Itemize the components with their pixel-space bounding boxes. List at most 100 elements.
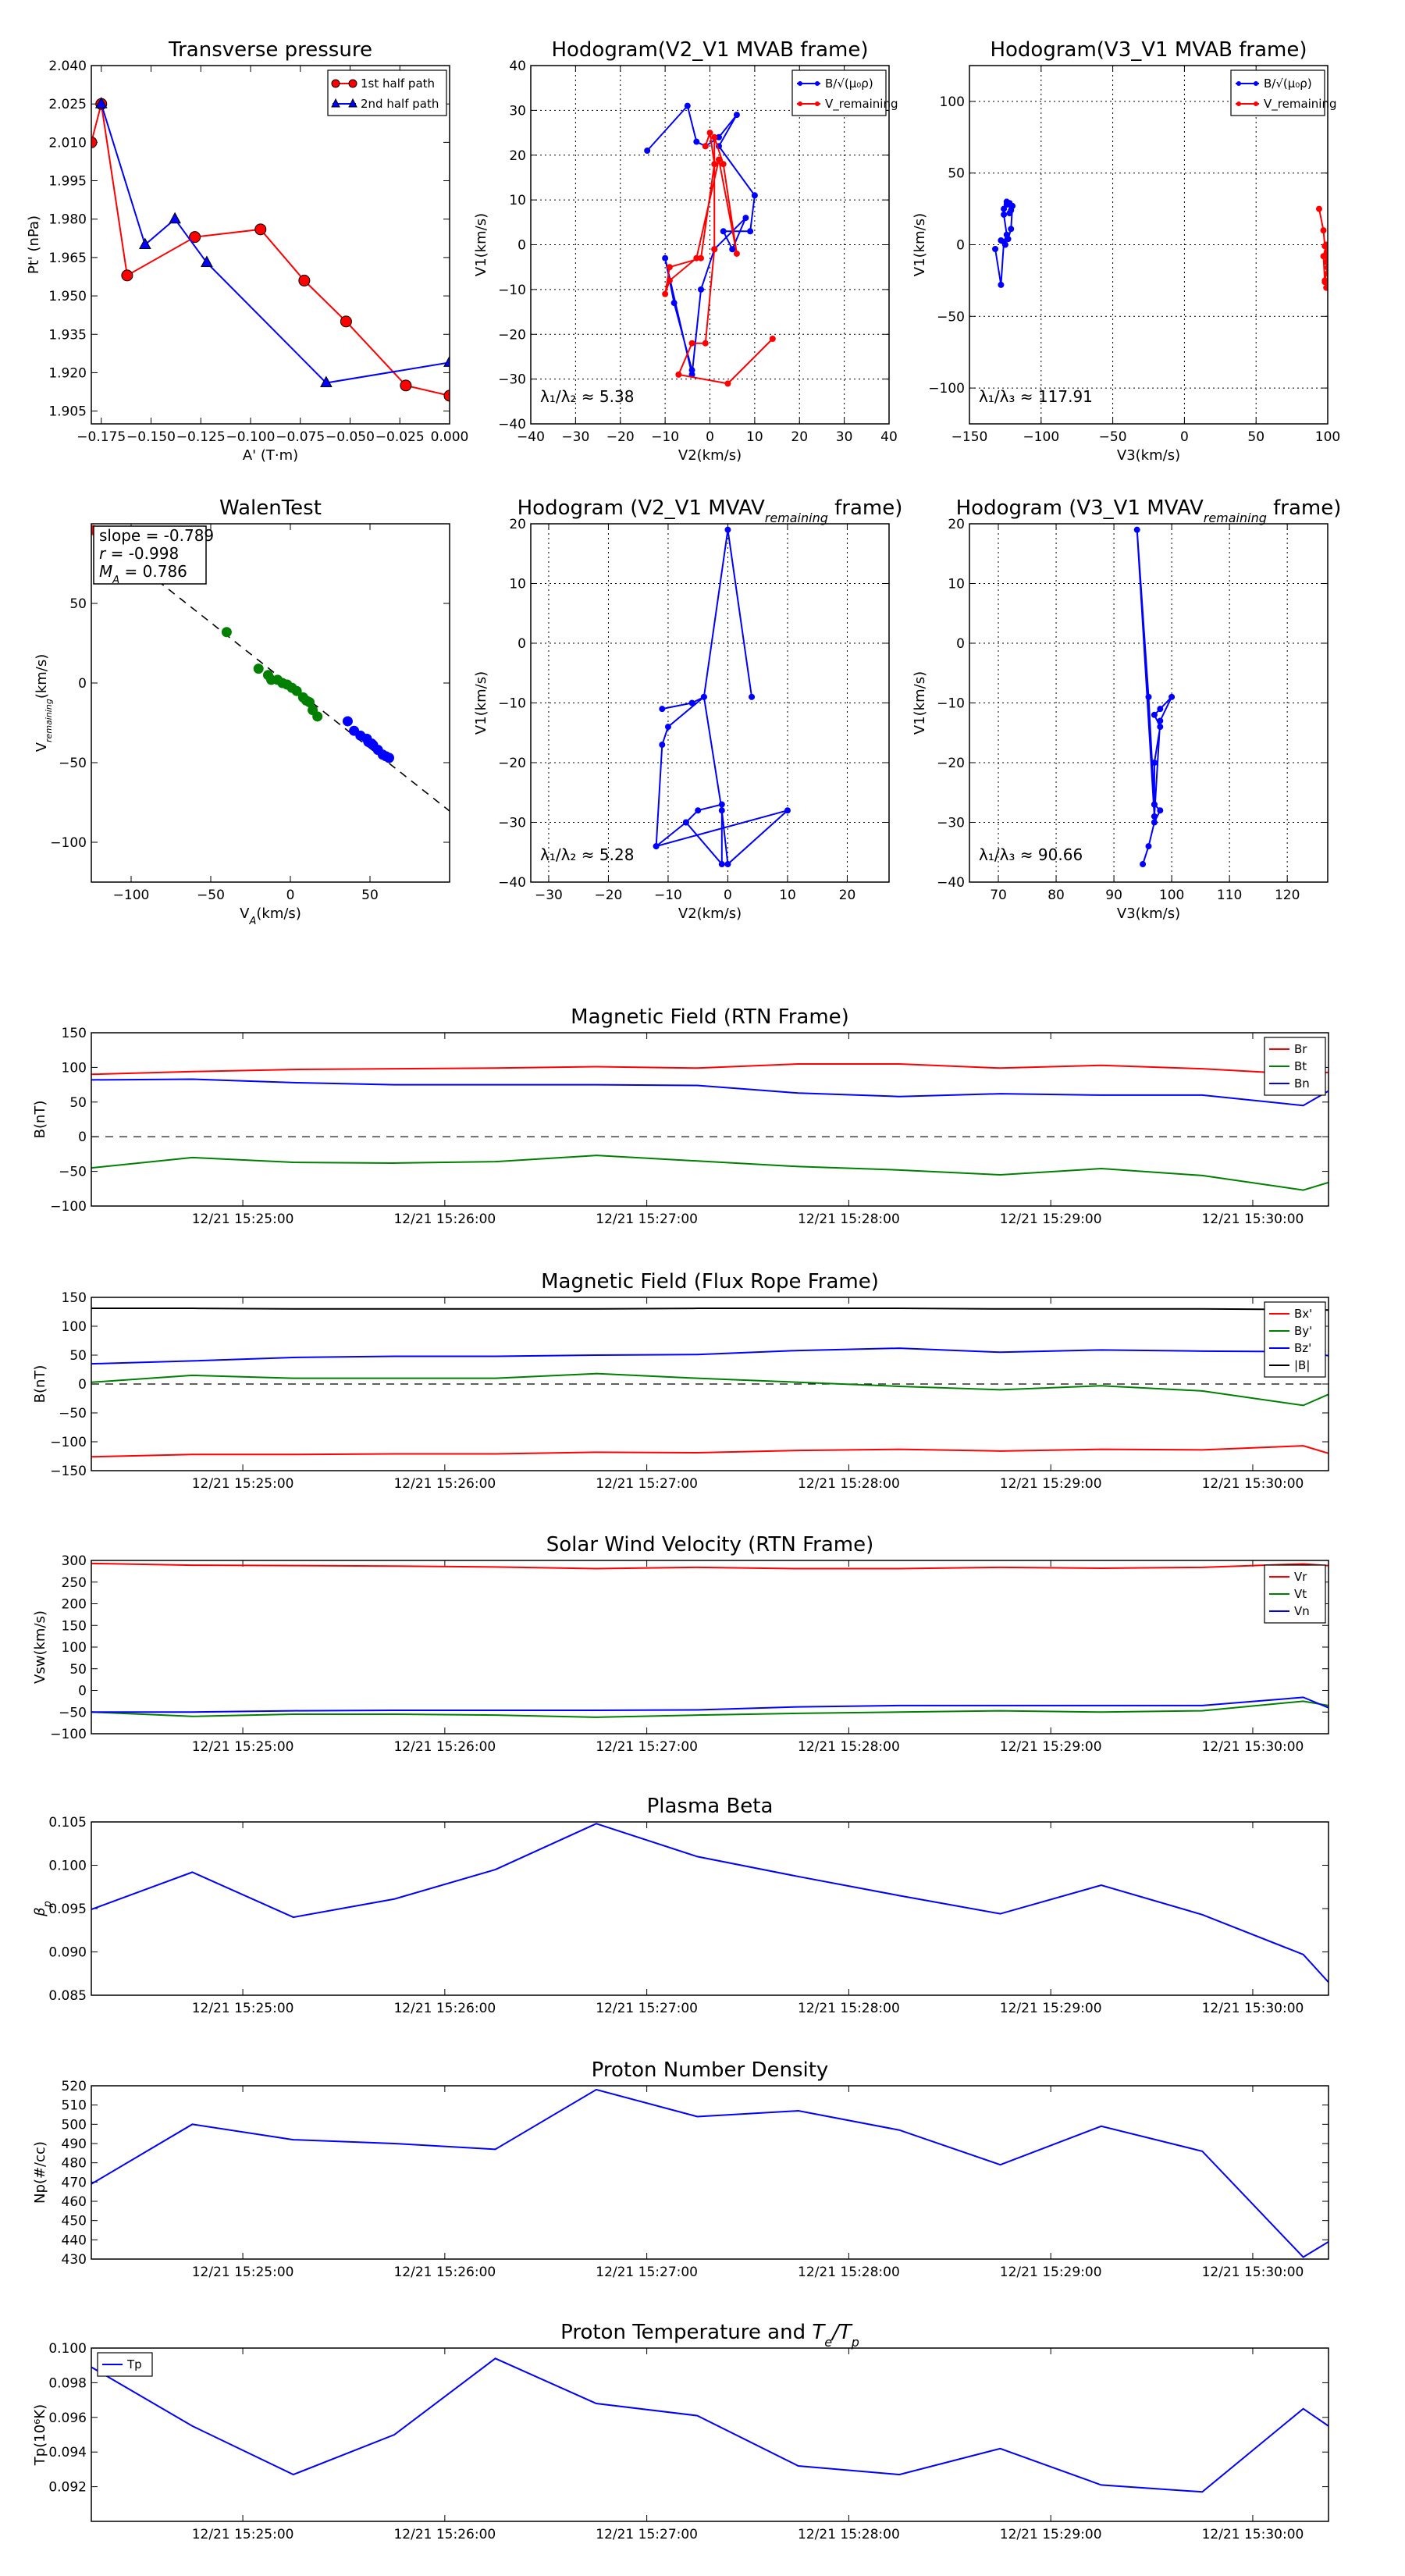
legend-box (1230, 69, 1325, 116)
y-tick-label: 150 (62, 1026, 87, 1041)
ratio-annotation: λ₁/λ₃ ≈ 90.66 (979, 845, 1083, 864)
y-tick-label: 0.098 (48, 2375, 87, 2391)
y-tick-label: −20 (498, 327, 526, 343)
data-point (1168, 693, 1176, 700)
legend-marker (798, 81, 802, 86)
data-point (400, 379, 412, 392)
y-tick-label: −30 (498, 816, 526, 831)
x-tick-label: 12/21 15:27:00 (596, 1476, 698, 1492)
y-tick-label: −100 (50, 835, 87, 851)
legend-label: Bn (1294, 1076, 1310, 1091)
data-point (1157, 807, 1164, 814)
y-tick-label: 500 (62, 2117, 87, 2133)
y-tick-label: 200 (62, 1597, 87, 1613)
chart-h1: Hodogram(V2_V1 MVAB frame) −40 −30 −20 −10 0 1… (473, 38, 898, 464)
x-tick-label: 12/21 15:27:00 (596, 2265, 698, 2280)
y-tick-label: 0.105 (48, 1815, 87, 1831)
plot-area (91, 2357, 1329, 2493)
data-point (784, 807, 791, 814)
y-tick-label: 0 (956, 636, 965, 652)
axes-frame (91, 1821, 1329, 1996)
y-tick-label: 100 (62, 1319, 87, 1335)
y-axis-label: V1(km/s) (912, 213, 928, 276)
plot-area (91, 1308, 1329, 1458)
x-tick-label: 0 (706, 429, 714, 445)
legend-marker (1236, 81, 1241, 86)
y-axis-label: B(nT) (32, 1365, 48, 1404)
y-tick-label: 2.010 (48, 135, 87, 151)
y-tick-label: −100 (50, 1435, 87, 1450)
data-point (1323, 258, 1328, 265)
y-axis-label: Pt' (nPa) (26, 215, 42, 274)
x-tick-label: 0 (286, 888, 295, 903)
data-point (749, 693, 756, 700)
x-tick-label: −30 (535, 888, 563, 903)
x-axis-label: V3(km/s) (1117, 447, 1180, 464)
series-line-hodogram (655, 529, 788, 866)
data-point (383, 753, 394, 763)
data-point (747, 228, 754, 235)
y-tick-label: 0 (956, 238, 965, 254)
data-point (1151, 801, 1158, 808)
data-point (659, 706, 666, 713)
y-tick-label: 150 (62, 1290, 87, 1306)
data-point (724, 526, 731, 533)
y-tick-label: 20 (509, 148, 526, 164)
x-tick-label: 12/21 15:28:00 (798, 2527, 900, 2542)
x-tick-label: −20 (595, 888, 623, 903)
chart-title: Plasma Beta (647, 1795, 774, 1818)
data-point (1321, 277, 1328, 284)
y-tick-label: 0 (518, 636, 526, 652)
data-point (724, 380, 731, 387)
x-axis-label: VA(km/s) (240, 906, 301, 927)
data-point (1325, 264, 1328, 271)
data-point (1157, 717, 1164, 724)
series-line-Tp (91, 2357, 1329, 2493)
plot-area (91, 2088, 1329, 2258)
chart-mf_fr: Magnetic Field (Flux Rope Frame) 12/21 15… (32, 1270, 1329, 1492)
x-tick-label: 12/21 15:25:00 (192, 1212, 294, 1227)
legend-marker (348, 98, 357, 108)
y-tick-label: 440 (62, 2233, 87, 2248)
y-tick-label: 300 (62, 1553, 87, 1569)
x-tick-label: 12/21 15:29:00 (1000, 2527, 1102, 2542)
data-point (1151, 711, 1158, 718)
x-tick-label: 12/21 15:28:00 (798, 2265, 900, 2280)
data-point (682, 819, 689, 826)
data-point (91, 136, 98, 148)
data-point (1151, 760, 1158, 766)
x-axis-label: A' (T·m) (243, 447, 298, 464)
x-tick-label: 12/21 15:27:00 (596, 1739, 698, 1755)
y-tick-label: 490 (62, 2137, 87, 2152)
x-tick-label: 12/21 15:27:00 (596, 2527, 698, 2542)
chart-tp: Transverse pressure−0.175 −0.150 −0.125 −0.… (26, 38, 468, 464)
series-line-Vt (91, 1700, 1329, 1718)
axes-frame (91, 523, 450, 883)
y-tick-label: 50 (69, 1662, 87, 1678)
data-point (443, 390, 450, 402)
y-tick-label: 0.090 (48, 1945, 87, 1961)
legend-label: Br (1294, 1042, 1307, 1056)
data-point (1315, 205, 1322, 212)
x-tick-label: 10 (746, 429, 763, 445)
y-tick-label: 50 (69, 1348, 87, 1364)
data-point (670, 300, 678, 307)
axes-frame (530, 65, 890, 425)
x-tick-label: 12/21 15:27:00 (596, 2001, 698, 2016)
x-tick-label: 12/21 15:30:00 (1202, 1476, 1304, 1492)
stat-ma: MA = 0.786 (99, 562, 187, 586)
chart-h4: Hodogram (V3_V1 MVAVremaining frame) 70 80… (912, 496, 1341, 922)
axes-frame (969, 65, 1329, 425)
x-axis-label: V2(km/s) (678, 447, 742, 464)
y-tick-label: 100 (62, 1060, 87, 1076)
axes-frame (91, 2085, 1329, 2260)
legend-label: Tp (126, 2357, 142, 2371)
data-point (720, 228, 727, 235)
x-tick-label: −0.125 (176, 429, 226, 445)
y-tick-label: 10 (948, 577, 965, 592)
x-tick-label: 0 (1180, 429, 1189, 445)
x-tick-label: 12/21 15:26:00 (393, 1476, 496, 1492)
y-tick-label: −20 (937, 756, 965, 771)
y-tick-label: 100 (940, 94, 965, 110)
data-point (729, 246, 736, 253)
